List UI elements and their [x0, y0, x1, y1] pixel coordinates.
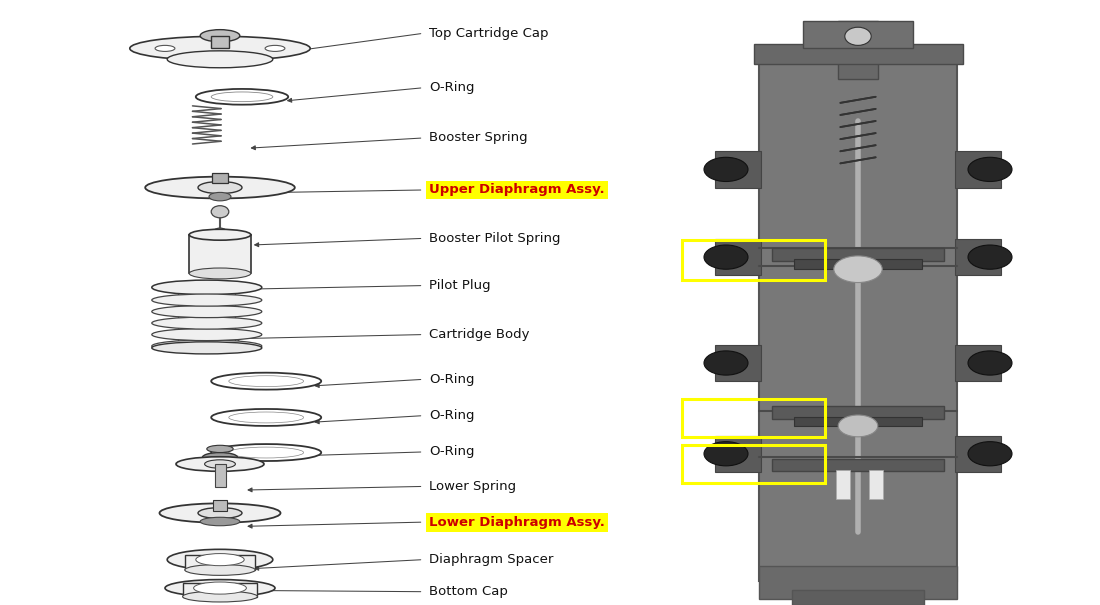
Text: Pilot Plug: Pilot Plug — [429, 279, 491, 292]
Circle shape — [704, 157, 748, 182]
Text: Lower Diaphragm Assy.: Lower Diaphragm Assy. — [429, 515, 605, 529]
Bar — [955, 239, 1001, 275]
Bar — [682, 240, 825, 280]
Ellipse shape — [152, 317, 262, 329]
Ellipse shape — [176, 457, 264, 471]
Bar — [213, 500, 227, 511]
Ellipse shape — [196, 554, 244, 566]
Circle shape — [968, 442, 1012, 466]
Ellipse shape — [152, 294, 262, 306]
Bar — [211, 36, 229, 48]
Circle shape — [834, 256, 882, 283]
Text: O-Ring: O-Ring — [429, 445, 474, 459]
Ellipse shape — [152, 340, 262, 352]
Ellipse shape — [160, 503, 280, 523]
Bar — [772, 459, 944, 471]
Bar — [792, 590, 924, 605]
Ellipse shape — [155, 45, 175, 51]
Bar — [955, 436, 1001, 472]
Ellipse shape — [196, 89, 288, 105]
Text: Upper Diaphragm Assy.: Upper Diaphragm Assy. — [429, 183, 605, 197]
Ellipse shape — [211, 206, 229, 218]
Circle shape — [838, 415, 878, 437]
Circle shape — [704, 351, 748, 375]
Circle shape — [968, 245, 1012, 269]
Bar — [682, 445, 825, 483]
Ellipse shape — [185, 564, 255, 575]
Ellipse shape — [145, 177, 295, 198]
Ellipse shape — [211, 92, 273, 102]
Bar — [185, 555, 255, 570]
Circle shape — [704, 245, 748, 269]
Text: Diaphragm Spacer: Diaphragm Spacer — [429, 553, 553, 566]
Bar — [715, 239, 761, 275]
Bar — [869, 470, 883, 499]
Bar — [794, 417, 922, 426]
Text: O-Ring: O-Ring — [429, 409, 474, 422]
Ellipse shape — [152, 280, 262, 295]
Bar — [682, 399, 825, 437]
Bar — [772, 248, 944, 261]
Text: O-Ring: O-Ring — [429, 373, 474, 386]
Ellipse shape — [207, 445, 233, 453]
Text: O-Ring: O-Ring — [429, 81, 474, 94]
Ellipse shape — [194, 582, 246, 594]
Bar — [214, 464, 225, 487]
Text: Lower Spring: Lower Spring — [429, 480, 516, 493]
Bar — [759, 54, 957, 581]
Ellipse shape — [198, 508, 242, 518]
Bar — [955, 151, 1001, 188]
Text: Cartridge Body: Cartridge Body — [429, 328, 529, 341]
Ellipse shape — [198, 182, 242, 194]
Bar — [715, 436, 761, 472]
Text: Bottom Cap: Bottom Cap — [429, 585, 508, 598]
Ellipse shape — [167, 549, 273, 570]
Bar — [836, 470, 850, 499]
Ellipse shape — [211, 444, 321, 461]
Bar — [189, 235, 251, 273]
Bar — [838, 21, 878, 79]
Ellipse shape — [229, 376, 304, 387]
Ellipse shape — [211, 373, 321, 390]
Text: Booster Pilot Spring: Booster Pilot Spring — [429, 232, 561, 245]
Bar — [178, 287, 235, 348]
Ellipse shape — [183, 591, 257, 602]
Bar — [794, 259, 922, 269]
Bar — [955, 345, 1001, 381]
Ellipse shape — [165, 580, 275, 597]
Ellipse shape — [189, 229, 251, 240]
Ellipse shape — [212, 228, 228, 239]
Text: Top Cartridge Cap: Top Cartridge Cap — [429, 27, 549, 40]
Bar — [759, 566, 957, 599]
Bar — [183, 583, 257, 597]
Ellipse shape — [845, 27, 871, 45]
Text: Booster Spring: Booster Spring — [429, 131, 528, 145]
Ellipse shape — [167, 51, 273, 68]
Ellipse shape — [152, 342, 262, 354]
Bar — [715, 151, 761, 188]
Bar — [803, 21, 913, 48]
Ellipse shape — [200, 30, 240, 42]
Ellipse shape — [205, 460, 235, 468]
Circle shape — [968, 157, 1012, 182]
Circle shape — [968, 351, 1012, 375]
Ellipse shape — [209, 192, 231, 201]
Ellipse shape — [189, 268, 251, 279]
Bar — [715, 345, 761, 381]
Ellipse shape — [202, 453, 238, 462]
Ellipse shape — [229, 412, 304, 423]
Ellipse shape — [265, 45, 285, 51]
Ellipse shape — [152, 306, 262, 318]
Circle shape — [704, 442, 748, 466]
Bar — [772, 406, 944, 419]
Ellipse shape — [211, 409, 321, 426]
Ellipse shape — [200, 517, 240, 526]
Ellipse shape — [152, 329, 262, 341]
Bar — [212, 173, 228, 183]
Ellipse shape — [229, 447, 304, 458]
Ellipse shape — [130, 36, 310, 60]
Bar — [754, 44, 962, 64]
